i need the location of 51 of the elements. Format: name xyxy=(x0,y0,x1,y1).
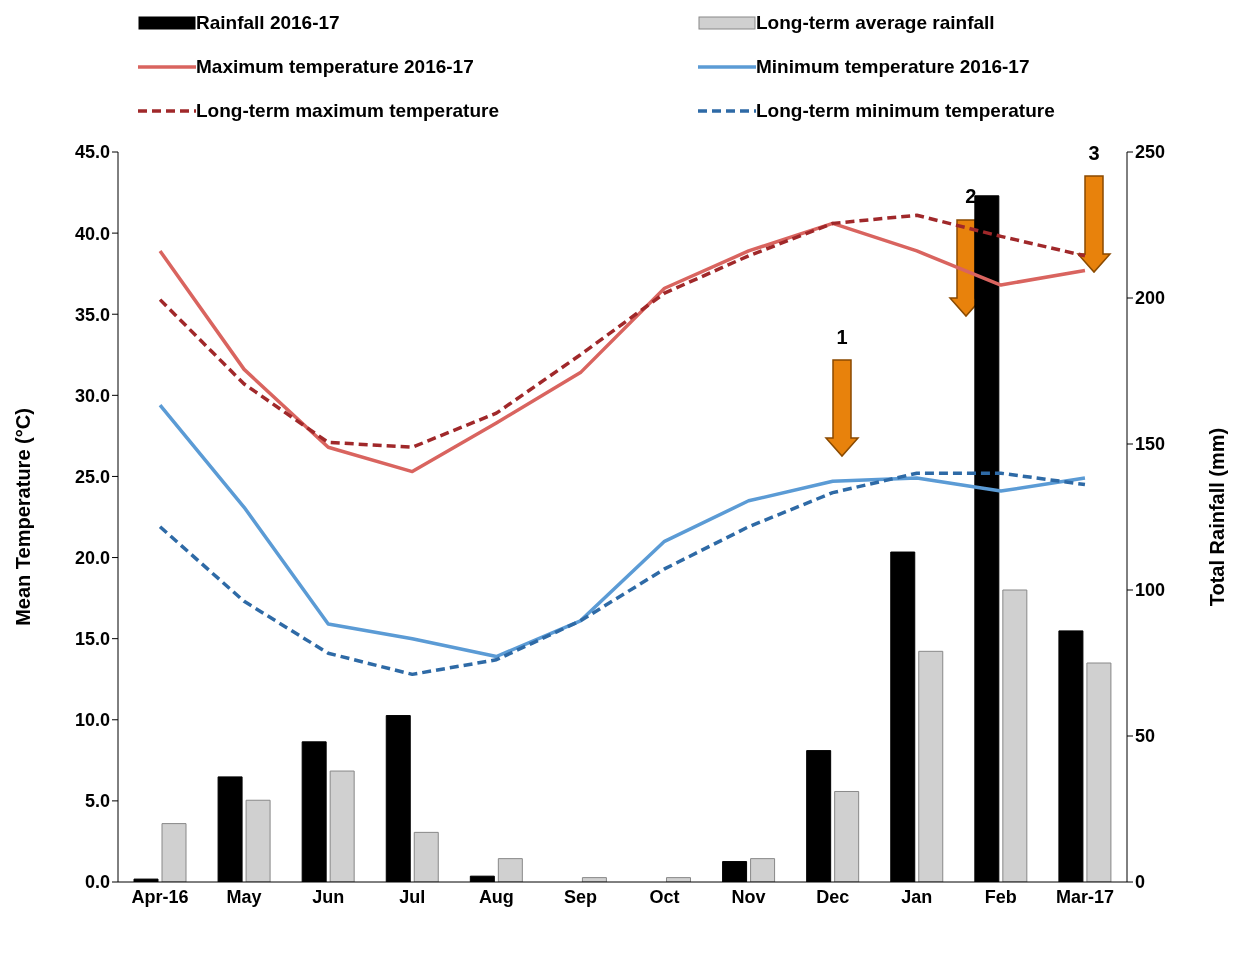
annotation: 3 xyxy=(1088,142,1100,164)
bar xyxy=(1086,662,1112,882)
legend-label: Long-term maximum temperature xyxy=(196,100,500,122)
y-tick-label: 45.0 xyxy=(74,142,110,163)
x-tick-label: Feb xyxy=(984,886,1017,907)
legend-label: Maximum temperature 2016-17 xyxy=(196,56,474,78)
x-tick-label: Oct xyxy=(649,886,680,907)
x-tick-label: Aug xyxy=(478,886,514,907)
bar xyxy=(329,770,355,882)
x-tick-label: Jul xyxy=(399,886,426,907)
legend-label: Long-term average rainfall xyxy=(756,12,995,34)
bar xyxy=(161,823,187,882)
legend-label: Rainfall 2016-17 xyxy=(196,12,340,34)
y-tick-label: 20.0 xyxy=(74,547,110,568)
line-series xyxy=(158,471,1087,677)
x-tick-label: Jun xyxy=(312,886,345,907)
x-tick-label: Jan xyxy=(901,886,933,907)
y-tick-label: 25.0 xyxy=(74,466,110,487)
y2-tick-label: 200 xyxy=(1135,288,1166,309)
y-tick-label: 5.0 xyxy=(84,791,110,812)
annotation: 1 xyxy=(836,326,848,348)
x-tick-label: Mar-17 xyxy=(1055,886,1114,907)
bar xyxy=(1002,589,1028,882)
y2-tick-label: 250 xyxy=(1135,142,1166,163)
bar xyxy=(497,858,523,882)
y-axis-title: Mean Temperature (°C) xyxy=(12,408,35,626)
y2-tick-label: 0 xyxy=(1135,872,1146,893)
x-tick-label: May xyxy=(226,886,262,907)
legend-label: Minimum temperature 2016-17 xyxy=(756,56,1030,78)
bar xyxy=(245,799,271,882)
x-tick-label: Apr-16 xyxy=(131,886,189,907)
legend-label: Long-term minimum temperature xyxy=(756,100,1055,122)
y-tick-label: 0.0 xyxy=(84,872,110,893)
annotation: 2 xyxy=(965,185,977,208)
y2-tick-label: 50 xyxy=(1135,726,1156,747)
y-tick-label: 30.0 xyxy=(74,385,110,406)
y-tick-label: 10.0 xyxy=(74,710,110,731)
y-tick-label: 40.0 xyxy=(74,223,110,244)
bar xyxy=(413,831,439,882)
y2-tick-label: 150 xyxy=(1135,434,1166,455)
x-tick-label: Nov xyxy=(731,886,766,907)
bar xyxy=(834,790,860,882)
line-series xyxy=(158,403,1087,659)
y-tick-label: 15.0 xyxy=(74,629,110,650)
y2-axis-title: Total Rainfall (mm) xyxy=(1206,427,1229,607)
x-tick-label: Dec xyxy=(816,886,850,907)
y-tick-label: 35.0 xyxy=(74,304,110,325)
x-tick-label: Sep xyxy=(563,886,597,907)
bar xyxy=(918,650,944,882)
y2-tick-label: 100 xyxy=(1135,580,1166,601)
bar xyxy=(750,858,776,882)
